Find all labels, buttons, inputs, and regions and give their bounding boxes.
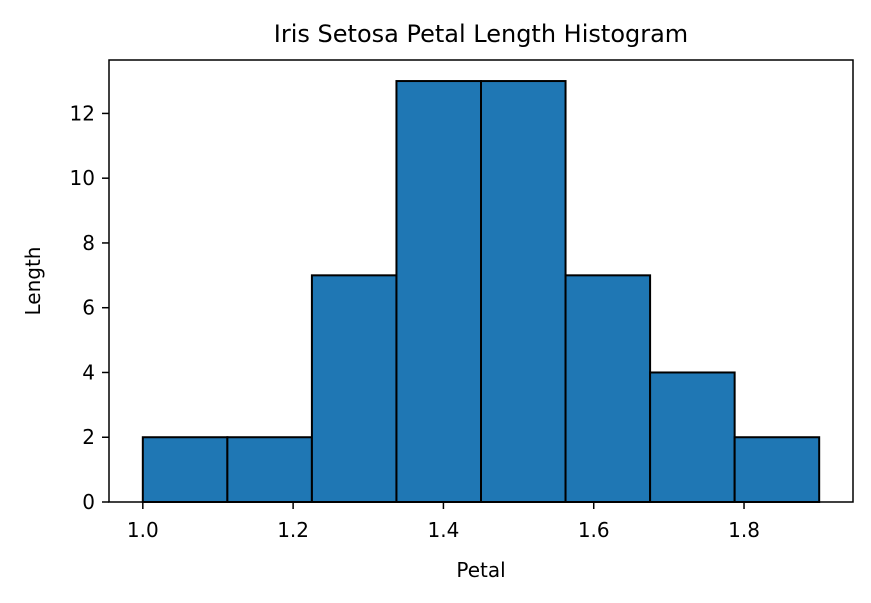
- chart-title: Iris Setosa Petal Length Histogram: [274, 20, 688, 48]
- histogram-bar: [564, 274, 652, 504]
- y-tick-label: 6: [82, 296, 95, 320]
- histogram-bar: [310, 274, 398, 504]
- x-tick-label: 1.2: [277, 518, 309, 542]
- x-tick-label: 1.4: [428, 518, 460, 542]
- plot-frame: [108, 59, 854, 503]
- y-axis-ticks: 0 2 4 6 8 10 12: [70, 101, 109, 514]
- y-axis-label: Length: [21, 247, 45, 316]
- x-axis-label: Petal: [456, 558, 505, 582]
- histogram-bar: [226, 436, 313, 503]
- bars-group: [141, 80, 821, 504]
- histogram-bar: [649, 371, 736, 503]
- x-tick-label: 1.0: [127, 518, 159, 542]
- x-tick-label: 1.8: [728, 518, 760, 542]
- x-axis-ticks: 1.0 1.2 1.4 1.6 1.8: [127, 502, 760, 542]
- y-tick-label: 0: [82, 490, 95, 514]
- y-tick-label: 4: [82, 360, 95, 384]
- histogram-bar: [141, 436, 229, 503]
- histogram-bar: [733, 436, 821, 503]
- y-tick-label: 8: [82, 231, 95, 255]
- y-tick-label: 12: [70, 101, 95, 125]
- histogram-bar: [480, 80, 567, 504]
- histogram-bar: [395, 80, 483, 504]
- y-tick-label: 10: [70, 166, 95, 190]
- x-tick-label: 1.6: [578, 518, 610, 542]
- y-tick-label: 2: [82, 425, 95, 449]
